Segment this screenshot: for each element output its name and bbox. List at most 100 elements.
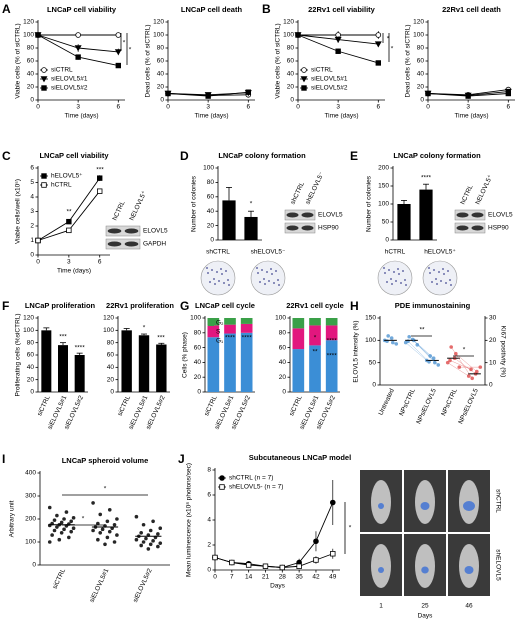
significance-label: ** [66, 209, 72, 216]
marker [97, 188, 103, 194]
colony-dot [220, 268, 222, 270]
chart-title: LNCaP cell cycle [195, 301, 255, 310]
x-tick-label: 3 [67, 259, 71, 266]
significance-label: * [349, 525, 352, 532]
colony-dot [428, 267, 430, 269]
y-tick-label: 40 [27, 364, 35, 371]
marker [375, 32, 382, 38]
panel-label: D [180, 149, 189, 163]
x-tick-label: 0 [36, 104, 40, 111]
data-point [98, 531, 103, 535]
colony-image [200, 260, 236, 296]
y-tick-label: 4 [207, 517, 211, 524]
data-point [146, 547, 151, 551]
data-point [91, 528, 95, 533]
marker [205, 93, 211, 99]
data-point [59, 520, 64, 525]
marker [301, 85, 307, 91]
y-tick-label: 40 [107, 364, 115, 371]
x-tick-label: 6 [376, 104, 380, 111]
x-axis-label: Time (days) [454, 113, 488, 120]
data-point [139, 543, 143, 548]
legend-label: siELOVL5#1 [51, 76, 88, 83]
data-point [100, 527, 105, 532]
x-tick-label: 3 [206, 104, 210, 111]
x-tick-label: 7 [230, 574, 234, 581]
y-axis-label: Number of colonies [191, 175, 198, 232]
bar-segment [224, 333, 236, 392]
y-tick-label: 120 [23, 19, 34, 26]
x-tick-label: siCTRL [36, 394, 52, 417]
legend-label: siELOVL5#2 [51, 85, 88, 92]
marker [219, 475, 225, 481]
marker [74, 45, 82, 52]
y-tick-label: 200 [25, 516, 36, 523]
significance-label: * [104, 486, 107, 493]
x-tick-label: 6 [98, 259, 102, 266]
image-day-label: 25 [421, 603, 429, 610]
marker [66, 218, 72, 225]
y-tick-label: 40 [279, 359, 287, 366]
bar-segment [325, 340, 338, 392]
y-tick-label: 0 [207, 567, 211, 574]
y-tick-label: 40 [27, 71, 35, 78]
blot-signal [301, 225, 314, 231]
x-tick-label: shCTRL [206, 249, 230, 256]
marker [301, 67, 307, 73]
colony-dot [433, 269, 435, 271]
y-tick-label: 100 [103, 327, 114, 334]
x-tick-label: siELOVL5#2 [132, 567, 154, 603]
x-axis-label: Time (days) [64, 113, 98, 120]
y-tick-label: 80 [194, 330, 202, 337]
y-tick-label: 40 [157, 71, 165, 78]
data-point [47, 540, 52, 544]
data-point [148, 542, 153, 547]
data-point [389, 336, 394, 340]
y-tick-label: 6 [30, 165, 34, 172]
data-point [105, 519, 110, 524]
y-tick-label: 80 [107, 339, 115, 346]
colony-dot [429, 272, 431, 274]
colony-dot [397, 268, 399, 270]
y-tick-label: 80 [287, 45, 295, 52]
significance-label: * [250, 201, 253, 208]
marker [335, 48, 341, 54]
data-point [141, 522, 146, 527]
y-tick-label: 80 [27, 339, 35, 346]
bar [138, 335, 150, 392]
marker [465, 93, 471, 99]
y-axis-label: Dead cells (% of siCTRL) [405, 25, 412, 98]
bar [397, 204, 411, 240]
colony-dot [435, 278, 437, 280]
chart-title: LNCaP proliferation [25, 301, 96, 310]
bar-segment [309, 318, 321, 326]
panel-label: J [178, 452, 185, 466]
blot-band [284, 222, 316, 234]
data-point [156, 544, 160, 549]
y-tick-label: 120 [153, 19, 164, 26]
y-tick-label: 60 [107, 352, 115, 359]
x-tick-label: shELOVL5⁻ [251, 249, 286, 256]
colony-dot [438, 271, 440, 273]
data-point [47, 505, 52, 510]
marker [115, 32, 122, 38]
bar-segment [325, 325, 338, 341]
x-tick-label: 35 [296, 574, 304, 581]
bar-segment [292, 349, 305, 392]
y-tick-label: 300 [25, 493, 36, 500]
significance-label: * [129, 47, 132, 54]
colony-dot [214, 283, 216, 285]
data-point [466, 374, 471, 378]
y-tick-label: 60 [417, 58, 425, 65]
colony-dot [440, 280, 442, 282]
colony-dot [450, 284, 452, 286]
blot-band [454, 209, 486, 221]
y-tick-label: 60 [27, 58, 35, 65]
colony-dot [263, 278, 265, 280]
blot-signal [124, 241, 139, 247]
marker [313, 557, 319, 563]
blot-band [105, 238, 141, 250]
data-point [394, 342, 399, 346]
marker [75, 54, 81, 60]
legend-label: hELOVL5⁺ [51, 173, 83, 180]
